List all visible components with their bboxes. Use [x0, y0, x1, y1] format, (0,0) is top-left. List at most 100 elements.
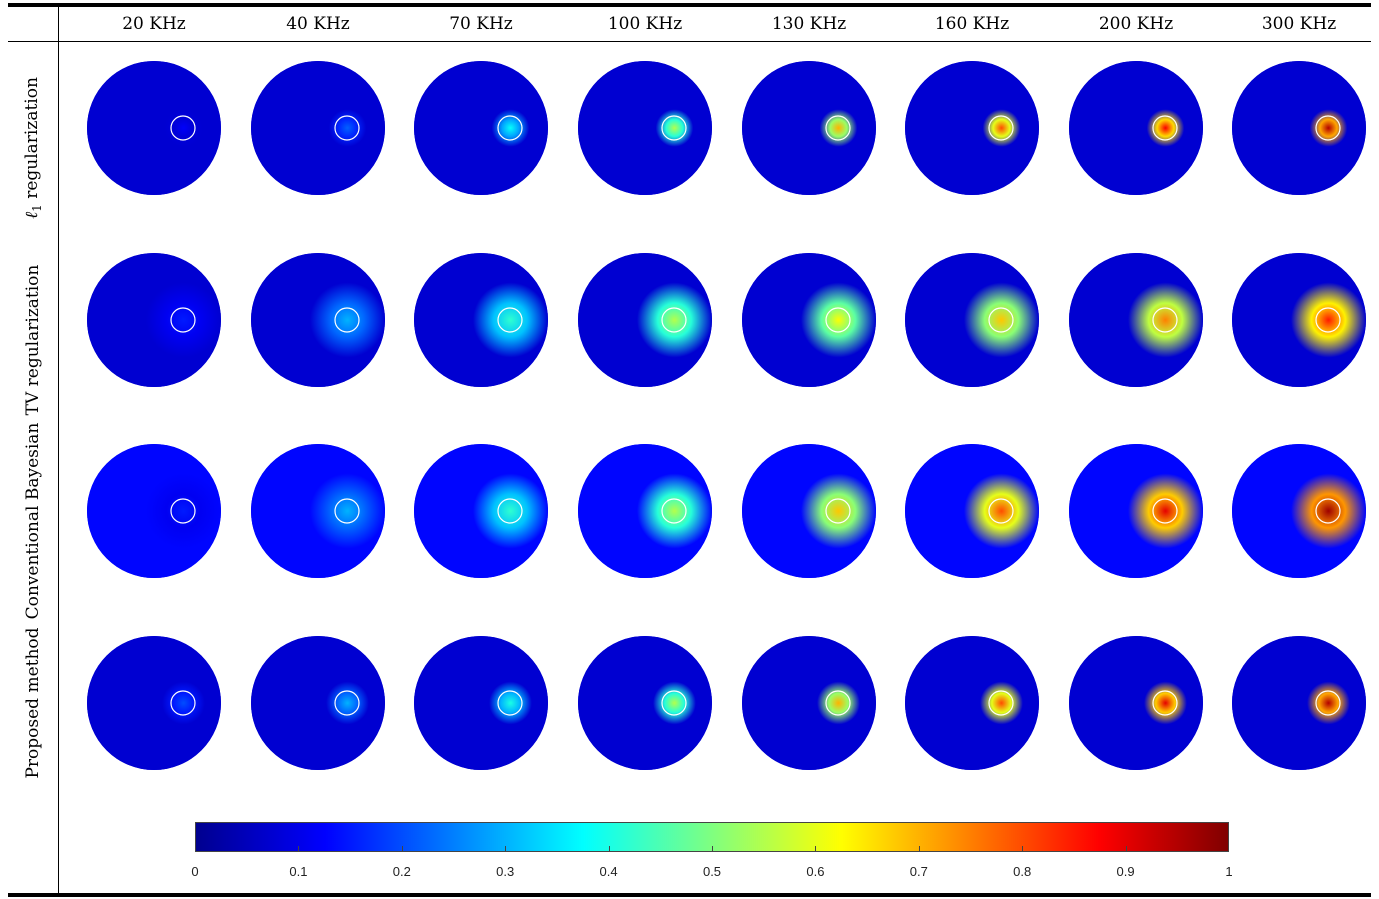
true-inclusion-outline [661, 690, 687, 716]
inclusion-estimate [905, 636, 1039, 770]
true-inclusion-outline [988, 498, 1014, 524]
true-inclusion-outline [497, 498, 523, 524]
true-inclusion-outline [661, 307, 687, 333]
inclusion-estimate [251, 61, 385, 195]
row-label-bayesian: Conventional Bayesian [23, 422, 43, 620]
colorbar-tick-mark [712, 846, 713, 852]
inclusion-estimate [578, 253, 712, 387]
reconstruction-image [1068, 635, 1204, 771]
reconstruction-image [86, 252, 222, 388]
reconstruction-image [1068, 252, 1204, 388]
row-label-tv: TV regularization [23, 264, 43, 416]
reconstruction-image [1231, 635, 1367, 771]
true-inclusion-outline [825, 307, 851, 333]
reconstruction-image [250, 635, 386, 771]
inclusion-estimate [414, 444, 548, 578]
reconstruction-image [741, 60, 877, 196]
true-inclusion-outline [988, 307, 1014, 333]
colorbar-tick-mark [918, 846, 920, 852]
true-inclusion-outline [1315, 690, 1341, 716]
colorbar-tick-mark [505, 846, 507, 852]
inclusion-estimate [1069, 61, 1203, 195]
true-inclusion-outline [334, 307, 360, 333]
reconstruction-image [1231, 60, 1367, 196]
reconstruction-image [577, 635, 713, 771]
true-inclusion-outline [1315, 307, 1341, 333]
colorbar-tick-mark [1125, 846, 1127, 852]
reconstruction-image [904, 635, 1040, 771]
reconstruction-image [413, 252, 549, 388]
true-inclusion-outline [497, 115, 523, 141]
true-inclusion-outline [661, 498, 687, 524]
reconstruction-image [1068, 443, 1204, 579]
true-inclusion-outline [1315, 498, 1341, 524]
inclusion-estimate [87, 636, 221, 770]
inclusion-estimate [414, 61, 548, 195]
inclusion-estimate [1232, 253, 1366, 387]
true-inclusion-outline [497, 690, 523, 716]
reconstruction-image [741, 443, 877, 579]
column-header: 130 KHz [771, 14, 847, 34]
colorbar-tick-mark [815, 846, 817, 852]
inclusion-estimate [414, 636, 548, 770]
inclusion-estimate [251, 444, 385, 578]
inclusion-estimate [578, 61, 712, 195]
inclusion-estimate [742, 636, 876, 770]
true-inclusion-outline [825, 498, 851, 524]
inclusion-estimate [742, 61, 876, 195]
reconstruction-image [250, 252, 386, 388]
colorbar-tick-label: 0.8 [1013, 864, 1032, 879]
colorbar-tick-mark [401, 846, 403, 852]
true-inclusion-outline [170, 115, 196, 141]
reconstruction-image [904, 252, 1040, 388]
label-column-divider [58, 7, 59, 893]
reconstruction-image [413, 635, 549, 771]
colorbar-tick-label: 0.1 [289, 864, 308, 879]
inclusion-estimate [578, 636, 712, 770]
true-inclusion-outline [334, 690, 360, 716]
colorbar-tick-label: 0 [191, 864, 199, 879]
inclusion-estimate [742, 253, 876, 387]
colorbar-tick-label: 0.6 [806, 864, 825, 879]
true-inclusion-outline [825, 690, 851, 716]
inclusion-estimate [1069, 444, 1203, 578]
colorbar-tick-mark [608, 846, 610, 852]
inclusion-estimate [414, 253, 548, 387]
inclusion-estimate [1069, 636, 1203, 770]
reconstruction-image [741, 635, 877, 771]
true-inclusion-outline [825, 115, 851, 141]
reconstruction-image [86, 60, 222, 196]
reconstruction-image [577, 252, 713, 388]
colorbar-tick-label: 1 [1225, 864, 1233, 879]
bottom-rule [8, 893, 1371, 897]
reconstruction-image [904, 60, 1040, 196]
true-inclusion-outline [497, 307, 523, 333]
true-inclusion-outline [1315, 115, 1341, 141]
true-inclusion-outline [988, 115, 1014, 141]
reconstruction-image [250, 443, 386, 579]
reconstruction-image [1231, 443, 1367, 579]
reconstruction-image [577, 60, 713, 196]
column-header: 100 KHz [607, 14, 683, 34]
inclusion-estimate [905, 444, 1039, 578]
reconstruction-image [904, 443, 1040, 579]
true-inclusion-outline [1152, 115, 1178, 141]
true-inclusion-outline [1152, 307, 1178, 333]
true-inclusion-outline [170, 690, 196, 716]
inclusion-estimate [578, 444, 712, 578]
true-inclusion-outline [1152, 498, 1178, 524]
inclusion-estimate [905, 61, 1039, 195]
column-header: 300 KHz [1261, 14, 1337, 34]
column-header: 20 KHz [122, 14, 186, 34]
reconstruction-image [250, 60, 386, 196]
reconstruction-image [86, 443, 222, 579]
row-label-l1: ℓ1 regularization [21, 77, 45, 219]
reconstruction-image [1068, 60, 1204, 196]
column-header: 70 KHz [449, 14, 513, 34]
true-inclusion-outline [1152, 690, 1178, 716]
reconstruction-image [577, 443, 713, 579]
inclusion-estimate [87, 253, 221, 387]
reconstruction-image [741, 252, 877, 388]
true-inclusion-outline [170, 498, 196, 524]
column-header: 200 KHz [1098, 14, 1174, 34]
